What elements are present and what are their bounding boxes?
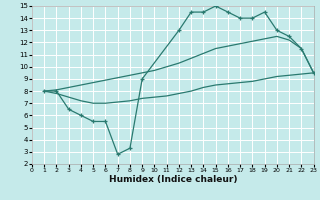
X-axis label: Humidex (Indice chaleur): Humidex (Indice chaleur) [108, 175, 237, 184]
